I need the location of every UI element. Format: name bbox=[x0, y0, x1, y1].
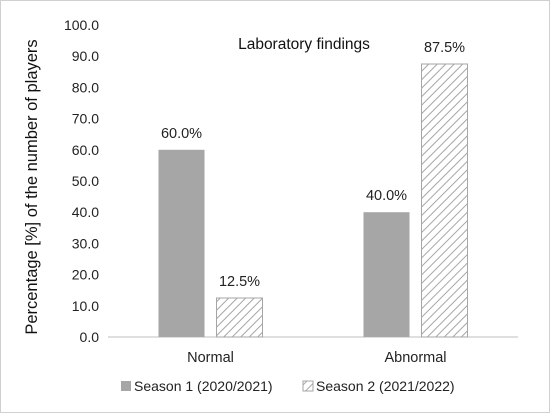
y-tick-label: 30.0 bbox=[72, 235, 99, 251]
legend-label-season-2: Season 2 (2021/2022) bbox=[316, 378, 455, 394]
bars bbox=[158, 63, 468, 338]
data-label-normal-series-2: 12.5% bbox=[219, 274, 260, 290]
data-label-normal-series-1: 60.0% bbox=[161, 126, 202, 142]
data-label-abnormal-series-2: 87.5% bbox=[424, 40, 465, 56]
y-axis-title: Percentage [%] of the number of players bbox=[23, 39, 41, 334]
bar-abnormal-series-2 bbox=[421, 63, 468, 338]
y-tick-label: 20.0 bbox=[72, 267, 99, 283]
y-tick-label: 0.0 bbox=[80, 329, 100, 345]
bar-abnormal-series-1 bbox=[363, 212, 410, 337]
data-labels: 60.0% 12.5% 40.0% 87.5% bbox=[161, 40, 465, 290]
y-tick-label: 60.0 bbox=[72, 142, 99, 158]
chart-title: Laboratory findings bbox=[238, 36, 370, 53]
y-tick-label: 70.0 bbox=[72, 111, 99, 127]
legend-swatch-season-1 bbox=[121, 381, 131, 391]
legend-swatch-season-2 bbox=[302, 380, 314, 392]
y-axis-ticks: 0.0 10.0 20.0 30.0 40.0 50.0 60.0 70.0 80.0 90.0 1… bbox=[64, 17, 99, 345]
category-label-abnormal: Abnormal bbox=[384, 350, 446, 366]
y-tick-label: 100.0 bbox=[64, 17, 99, 33]
y-tick-label: 90.0 bbox=[72, 48, 99, 64]
y-tick-label: 40.0 bbox=[72, 204, 99, 220]
bar-normal-series-2 bbox=[216, 297, 263, 338]
category-label-normal: Normal bbox=[187, 350, 234, 366]
data-label-abnormal-series-1: 40.0% bbox=[366, 188, 407, 204]
y-tick-label: 50.0 bbox=[72, 173, 99, 189]
legend-label-season-1: Season 1 (2020/2021) bbox=[134, 378, 273, 394]
legend: Season 1 (2020/2021) Season 2 (2021/2022… bbox=[121, 378, 455, 394]
y-tick-label: 80.0 bbox=[72, 79, 99, 95]
bar-normal-series-1 bbox=[158, 149, 205, 337]
category-labels: Normal Abnormal bbox=[187, 350, 446, 366]
y-tick-label: 10.0 bbox=[72, 298, 99, 314]
